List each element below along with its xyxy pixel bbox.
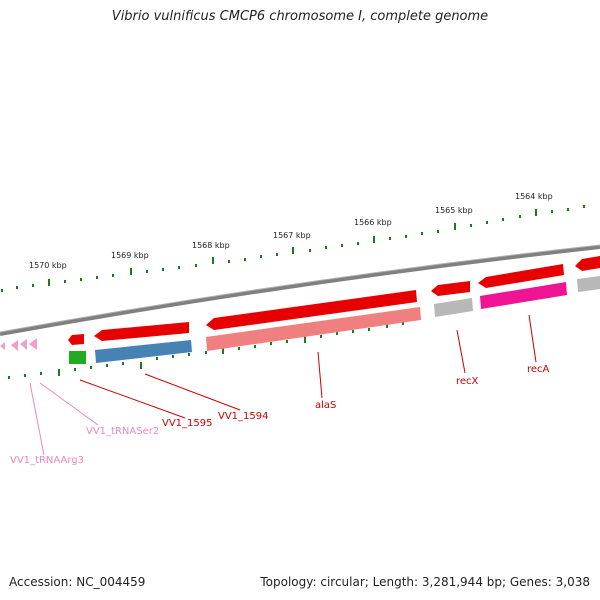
scale-label-1569: 1569 kbp xyxy=(111,251,149,260)
label-recx: recX xyxy=(456,376,479,387)
gene-blue xyxy=(95,340,192,363)
gene-vv1595 xyxy=(94,322,189,341)
leader-vv1595 xyxy=(79,379,186,419)
leader-reca xyxy=(528,314,537,363)
chromosome-backbone-highlight xyxy=(0,244,600,333)
trna-arrow xyxy=(29,338,37,350)
gene-grey-1 xyxy=(434,298,473,317)
label-trnaser2: VV1_tRNASer2 xyxy=(86,426,159,437)
label-trnaarg3: VV1_tRNAArg3 xyxy=(10,455,84,466)
gene-vv1594 xyxy=(206,290,417,330)
gene-grey-2 xyxy=(577,276,600,292)
gene-alas-pseudo xyxy=(206,307,421,351)
trna-genes xyxy=(0,338,37,351)
leader-alas xyxy=(317,351,323,399)
leader-trnaarg3 xyxy=(29,382,45,456)
lower-lane-genes xyxy=(69,276,600,364)
topology-label: Topology: circular; Length: 3,281,944 bp… xyxy=(260,575,590,589)
gene-green xyxy=(69,351,86,364)
map-title: Vibrio vulnificus CMCP6 chromosome I, co… xyxy=(111,9,489,24)
scale-label-1566: 1566 kbp xyxy=(354,218,392,227)
scale-label-1570: 1570 kbp xyxy=(29,261,67,270)
scale-label-1567: 1567 kbp xyxy=(273,231,311,240)
trna-arrow xyxy=(0,342,5,350)
leader-vv1594 xyxy=(144,373,241,411)
upper-scale-ticks xyxy=(1,205,585,292)
gene-reca xyxy=(478,264,564,288)
gene-right-edge xyxy=(575,256,600,271)
scale-label-1568: 1568 kbp xyxy=(192,241,230,250)
gene-vv1595-small xyxy=(68,334,84,345)
leader-recx xyxy=(456,329,466,374)
label-leaders xyxy=(29,314,537,456)
gene-recx xyxy=(431,281,470,296)
forward-genes xyxy=(68,256,600,345)
label-alas: alaS xyxy=(315,400,336,411)
chromosome-backbone xyxy=(0,245,600,336)
accession-label: Accession: NC_004459 xyxy=(9,575,146,589)
trna-arrow xyxy=(11,340,18,351)
scale-label-1564: 1564 kbp xyxy=(515,192,553,201)
label-vv1594: VV1_1594 xyxy=(218,411,269,422)
label-vv1595: VV1_1595 xyxy=(162,418,213,429)
leader-trnaser2 xyxy=(39,382,99,426)
scale-label-1565: 1565 kbp xyxy=(435,206,473,215)
label-reca: recA xyxy=(527,364,550,375)
trna-arrow xyxy=(20,339,27,350)
gene-reca-pseudo xyxy=(480,282,567,309)
